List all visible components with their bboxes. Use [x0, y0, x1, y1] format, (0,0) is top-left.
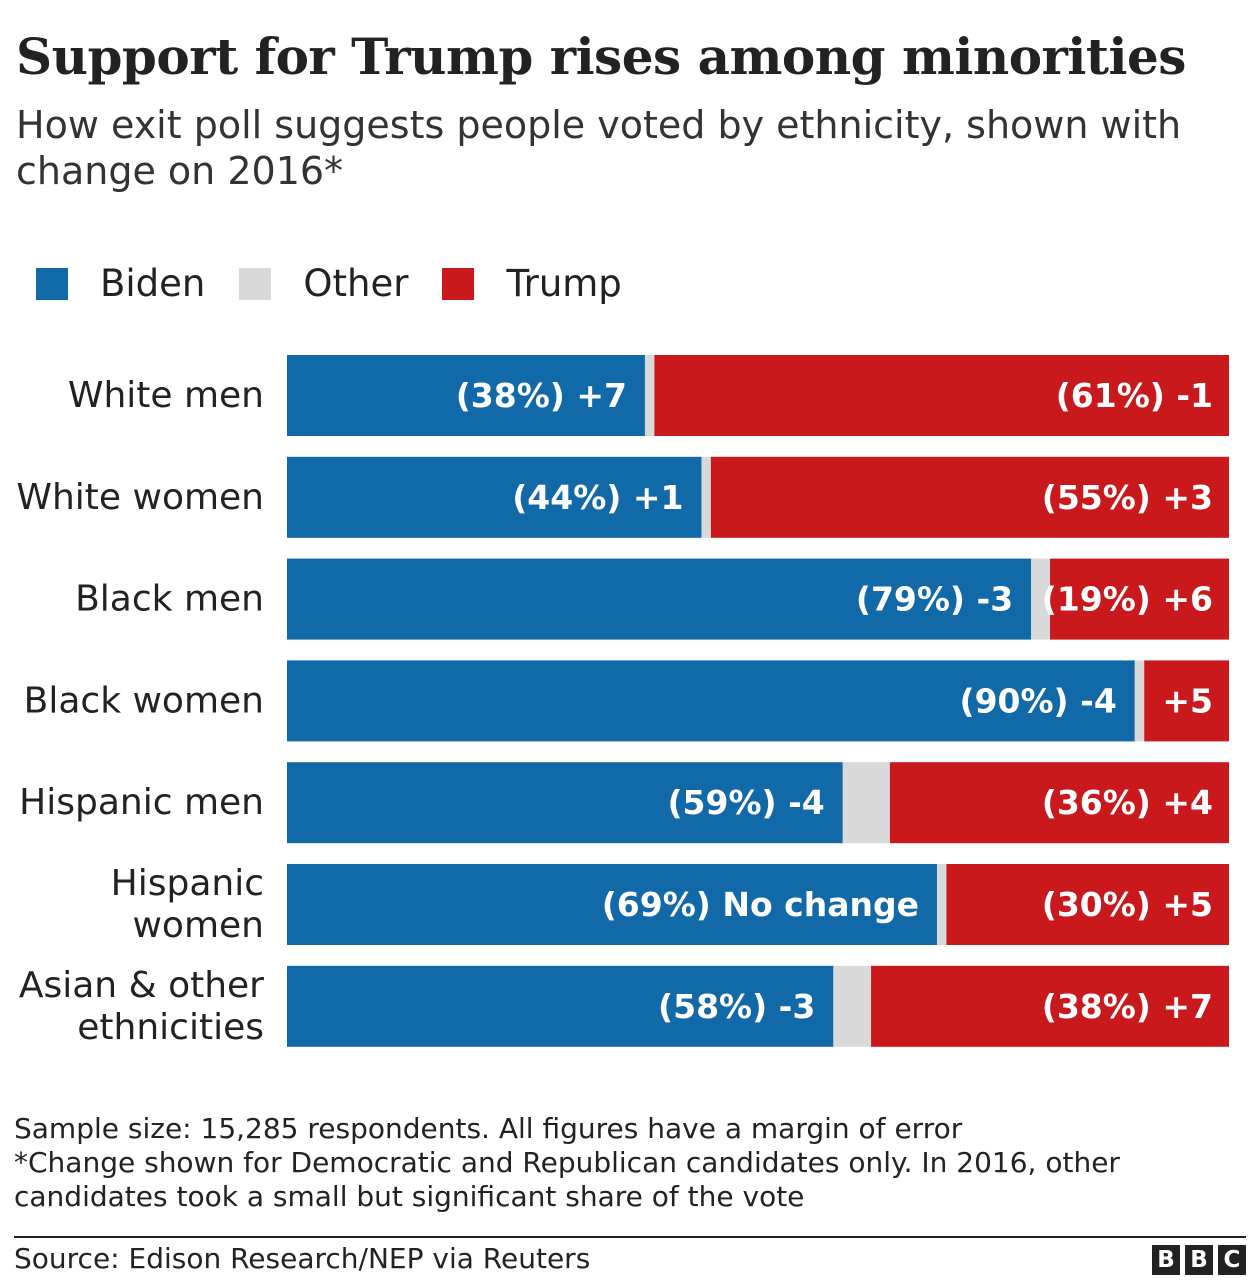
chart-title: Support for Trump rises among minorities [16, 27, 1186, 86]
data-label-biden: (90%) -4 [959, 681, 1116, 720]
bar-biden [287, 965, 834, 1047]
bar-biden [287, 558, 1032, 640]
data-label-biden: (79%) -3 [856, 580, 1013, 619]
category-label: Hispanic men [19, 782, 264, 823]
data-label-biden: (44%) +1 [512, 478, 683, 517]
bar-other [833, 965, 872, 1047]
footer-divider [14, 1236, 1246, 1238]
legend-swatch-trump [442, 268, 475, 300]
data-label-trump: (36%) +4 [1042, 783, 1213, 822]
chart-subtitle: How exit poll suggests people voted by e… [16, 103, 1182, 193]
bbc-logo: B B C [1147, 1245, 1246, 1275]
legend-item-biden: Biden [36, 262, 205, 306]
bar-trump [871, 965, 1229, 1047]
source-credit: Source: Edison Research/NEP via Reuters [14, 1242, 591, 1275]
chart-notes: Sample size: 15,285 respondents. All fig… [14, 1112, 1244, 1214]
note-sample-size: Sample size: 15,285 respondents. All fig… [14, 1112, 963, 1145]
stacked-bar-chart: White men (38%) +7 (61%) -1 White women (44%… [16, 355, 1229, 1048]
data-label-trump: (38%) +7 [1042, 987, 1213, 1026]
legend-label-other: Other [303, 262, 409, 305]
bar-biden [287, 456, 702, 538]
bar-biden [287, 355, 645, 436]
legend-item-other: Other [239, 262, 408, 306]
category-label: White women [16, 477, 264, 518]
bbc-logo-letter: C [1223, 1247, 1241, 1273]
bar-trump [889, 762, 1229, 844]
data-label-biden: (58%) -3 [658, 987, 815, 1026]
bar-other [1134, 660, 1145, 742]
bar-biden [287, 864, 937, 945]
data-label-biden: (59%) -4 [667, 783, 824, 822]
category-label: women [132, 905, 264, 946]
bar-other [936, 864, 947, 945]
bar-other [644, 355, 655, 436]
category-label: ethnicities [77, 1007, 264, 1048]
legend-swatch-other [239, 268, 272, 300]
bar-biden [287, 762, 843, 844]
bar-trump [710, 456, 1229, 538]
category-label: Black women [24, 680, 264, 721]
bar-other [842, 762, 890, 844]
bar-trump [654, 355, 1229, 436]
legend-item-trump: Trump [442, 262, 622, 306]
category-label: Black men [75, 579, 264, 620]
data-label-trump: (19%) +6 [1042, 580, 1213, 619]
bar-trump [946, 864, 1229, 945]
legend-label-biden: Biden [100, 262, 206, 305]
category-label: Asian & other [19, 965, 264, 1006]
bbc-logo-box: B [1152, 1245, 1180, 1275]
legend: Biden Other Trump [36, 262, 656, 306]
bar-trump [1050, 558, 1229, 640]
category-label: Hispanic [111, 863, 264, 904]
bbc-logo-letter: B [1190, 1247, 1208, 1273]
data-label-biden: (38%) +7 [456, 376, 627, 415]
bar-other [1031, 558, 1051, 640]
bar-biden [287, 660, 1135, 742]
legend-label-trump: Trump [506, 262, 622, 305]
legend-swatch-biden [36, 268, 68, 300]
data-label-trump: (61%) -1 [1056, 376, 1213, 415]
note-change-explanation: *Change shown for Democratic and Republi… [14, 1146, 1120, 1213]
bar-trump [1144, 660, 1229, 742]
category-label: White men [68, 375, 264, 416]
data-label-trump: (55%) +3 [1042, 478, 1213, 517]
bbc-logo-letter: B [1157, 1247, 1175, 1273]
data-label-trump: (30%) +5 [1042, 885, 1213, 924]
bbc-logo-box: B [1185, 1245, 1213, 1275]
bar-other [701, 456, 711, 538]
data-label-trump: +5 [1162, 681, 1213, 720]
data-label-biden: (69%) No change [602, 885, 919, 924]
bbc-logo-box: C [1218, 1245, 1246, 1275]
